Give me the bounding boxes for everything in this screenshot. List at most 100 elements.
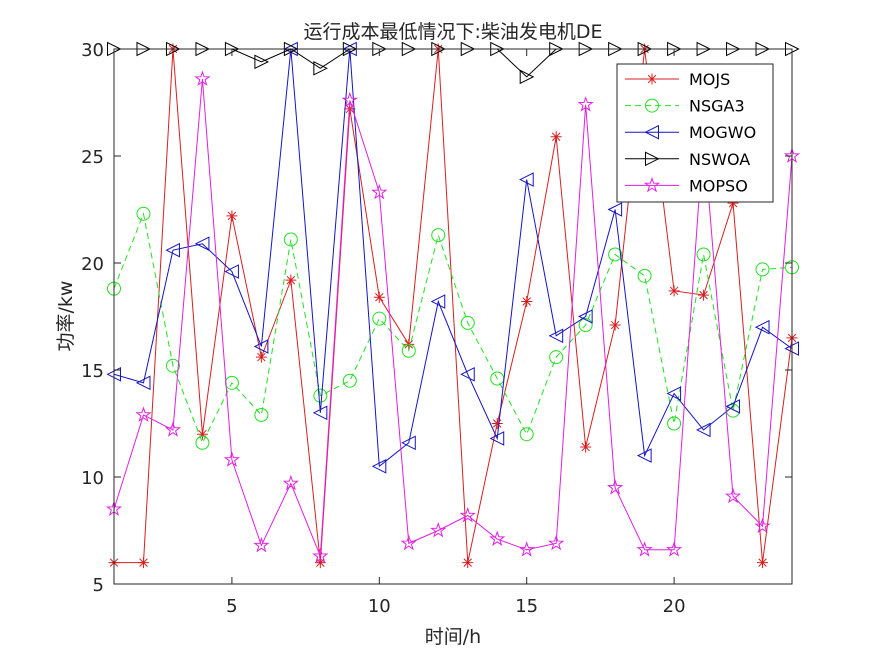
data-point-mogwo [165,242,180,258]
data-point-mogwo [224,264,239,279]
data-point-nsga3 [431,228,446,243]
data-point-mojs [285,274,297,286]
series-mogwo [106,41,799,474]
axes-box [113,48,793,585]
data-point-nsga3 [283,232,298,247]
data-point-mojs [344,103,356,115]
legend-label-nswoa: NSWOA [689,150,750,169]
data-point-mopso [282,474,299,491]
data-point-mogwo [548,328,564,344]
data-point-mogwo [725,399,741,414]
data-point-mogwo [312,405,328,421]
data-point-mojs [196,428,208,440]
data-point-nsga3 [578,318,593,333]
data-point-nswoa [313,60,328,76]
legend-label-mojs: MOJS [689,70,730,89]
data-point-nsga3 [224,375,239,390]
data-point-mojs [609,319,621,331]
data-point-mopso [194,70,211,86]
data-point-mogwo [578,309,593,324]
data-point-mopso [164,421,182,437]
data-point-mogwo [253,339,269,354]
y-tick-label: 10 [81,468,104,489]
series-line-mojs [114,48,793,564]
data-point-mojs [255,351,267,363]
legend-item-mogwo: MOGWO [625,123,756,142]
data-point-mojs [226,210,238,222]
data-point-mogwo [489,431,505,446]
data-point-nsga3 [195,435,210,450]
data-point-mojs [491,418,503,429]
y-axis-label: 功率/kw [55,281,77,352]
data-point-mopso [341,91,358,108]
data-point-mopso [253,536,270,553]
data-point-nswoa [254,54,270,70]
legend-item-mopso: MOPSO [625,176,748,195]
data-point-mojs [757,557,769,569]
data-point-mojs [668,285,680,297]
data-point-mogwo [135,375,151,391]
data-point-mogwo [636,448,652,463]
data-point-mopso [548,534,565,551]
data-point-mogwo [194,236,210,252]
data-point-mogwo [401,435,416,451]
legend-label-mopso: MOPSO [689,176,748,195]
data-point-mopso [371,183,388,200]
data-point-mojs [550,131,562,143]
data-point-nsga3 [637,268,652,283]
data-point-mopso [312,547,329,564]
data-point-mopso [754,517,771,534]
legend-marker-nswoa [645,151,660,167]
data-point-nsga3 [165,358,180,373]
data-point-mogwo [754,319,770,335]
axes-layer: 5 10 15 20 5 10 15 20 25 30 [81,40,793,617]
data-point-mojs [727,197,739,209]
data-point-nsga3 [372,311,387,326]
data-point-nsga3 [342,373,357,388]
data-point-mopso [636,541,653,557]
data-point-mogwo [519,172,534,187]
data-point-mojs [698,289,710,301]
series-line-mopso [113,78,793,557]
data-point-nsga3 [667,416,682,431]
data-point-mopso [430,521,447,538]
x-tick-label: 20 [663,596,686,617]
data-point-mopso [665,541,683,557]
legend-marker-mogwo [644,124,659,140]
data-point-mojs [580,441,592,453]
legend-box [616,63,774,203]
data-point-mopso [459,506,476,523]
data-point-nsga3 [460,315,475,330]
data-point-mopso [223,451,241,467]
data-point-mopso [577,96,594,112]
y-tick-label: 20 [81,254,104,275]
data-point-nsga3 [608,247,623,262]
data-point-nsga3 [313,388,328,403]
data-point-nsga3 [254,407,269,422]
data-point-mogwo [371,458,387,474]
y-tick-label: 25 [81,147,104,168]
data-point-nswoa [519,69,535,85]
data-point-mopso [607,479,624,495]
legend-item-nsga3: NSGA3 [625,97,745,116]
data-point-mopso [489,530,506,546]
data-point-mojs [521,296,533,308]
y-tick-label: 15 [81,361,104,382]
legend-label-nsga3: NSGA3 [689,97,745,116]
x-tick-label: 10 [368,596,391,617]
legend-marker-nsga3 [645,98,659,113]
chart-title: 运行成本最低情况下:柴油发电机DE [303,21,602,43]
y-tick-label: 5 [93,575,104,596]
y-tick-label: 30 [81,40,104,61]
data-point-mojs [373,291,385,303]
legend-marker-mojs [646,73,658,85]
data-point-mogwo [695,422,711,438]
data-point-nsga3 [401,343,416,358]
data-point-mojs [314,557,326,569]
data-point-mogwo [607,202,623,217]
data-point-mopso [400,534,417,551]
x-axis-label: 时间/h [425,626,481,648]
data-point-mogwo [666,386,682,401]
data-point-nsga3 [549,350,564,365]
